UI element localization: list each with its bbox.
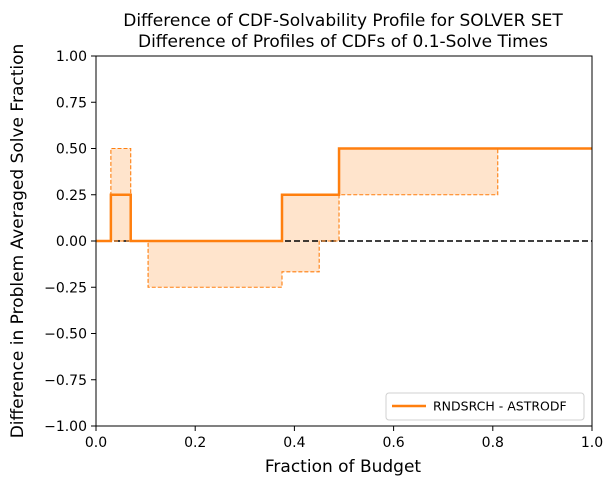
y-axis: −1.00 −0.75 −0.50 −0.25 0.00 0.25 0.50 0.75 1.00 [44,49,96,435]
x-tick-label: 0.8 [482,435,504,451]
y-tick-label: 0.50 [56,142,87,158]
y-tick-label: −0.75 [44,373,87,389]
legend-box [385,392,585,421]
chart-subtitle: Difference of Profiles of CDFs of 0.1-So… [138,32,548,52]
x-tick-label: 0.2 [184,435,206,451]
legend: RNDSRCH - ASTRODF [385,392,585,421]
y-tick-label: −1.00 [44,419,87,435]
series-line-0 [96,147,592,243]
legend-label: RNDSRCH - ASTRODF [433,399,567,414]
y-tick-label: −0.25 [44,280,87,296]
y-tick-label: 0.00 [56,234,87,250]
y-tick-label: 0.25 [56,188,87,204]
x-axis: 0.0 0.2 0.4 0.6 0.8 1.0 [85,426,603,451]
y-tick-label: −0.50 [44,327,87,343]
chart-title: Difference of CDF-Solvability Profile fo… [123,11,563,31]
x-tick-label: 1.0 [581,435,603,451]
x-tick-label: 0.4 [283,435,305,451]
plot-frame [95,55,593,427]
y-tick-label: 1.00 [56,49,87,65]
y-axis-label: Difference in Problem Averaged Solve Fra… [8,44,28,439]
confidence-band-fill [96,148,592,288]
x-axis-label: Fraction of Budget [265,457,422,477]
plot-area [96,147,592,288]
x-tick-label: 0.6 [382,435,404,451]
x-tick-label: 0.0 [85,435,107,451]
y-tick-label: 0.75 [56,95,87,111]
